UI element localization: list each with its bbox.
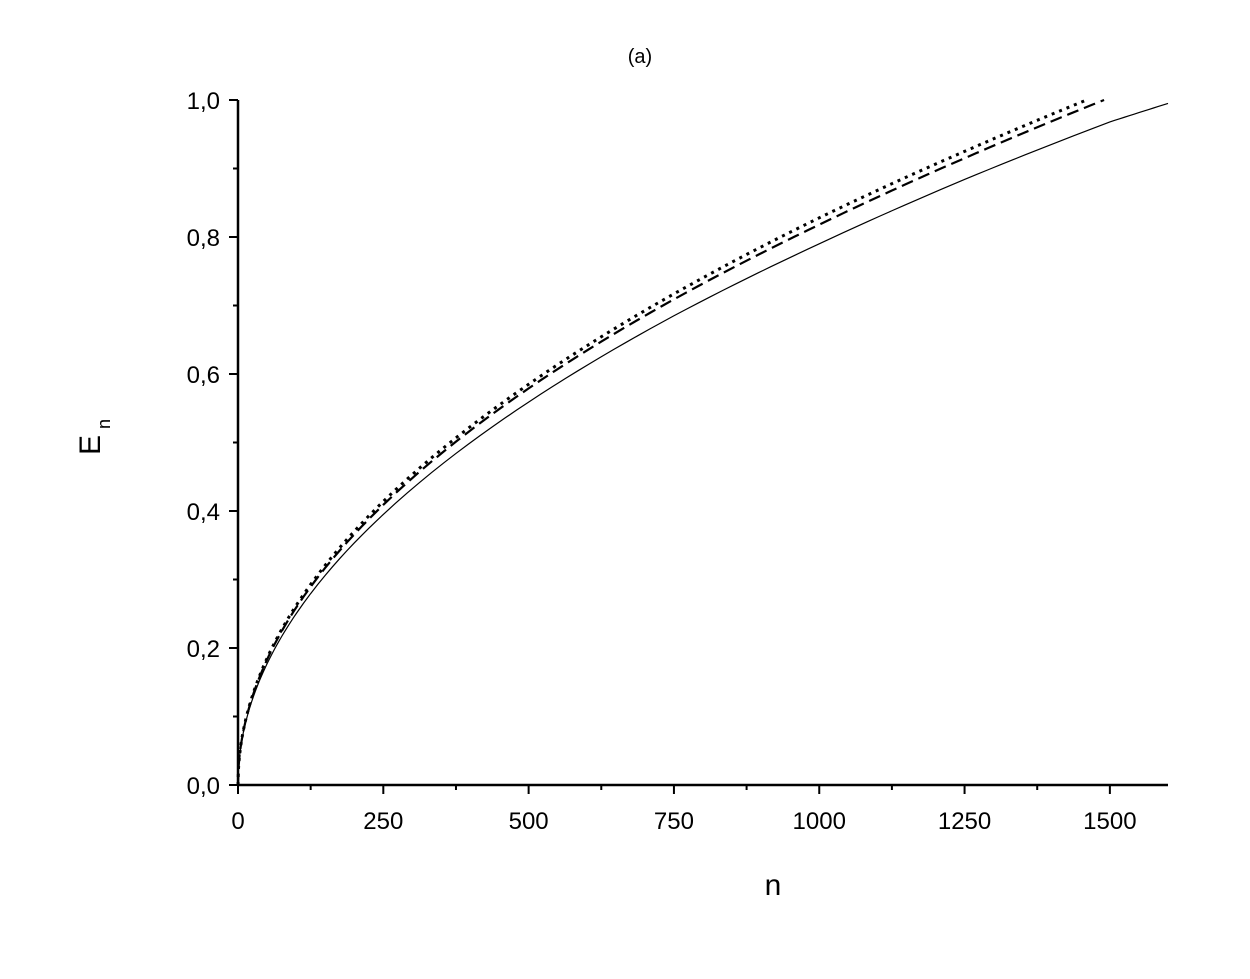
- y-tick-label: 0,4: [187, 499, 220, 526]
- series-dashed-line: [236, 98, 1105, 786]
- x-tick-label: 1000: [793, 808, 846, 835]
- x-tick-label: 1500: [1083, 808, 1136, 835]
- x-tick-label: 500: [509, 808, 549, 835]
- y-ticks: 0,0 0,2 0,4 0,6 0,8 1,0: [187, 88, 238, 800]
- series-dotted-line: [236, 98, 1088, 786]
- y-tick-label: 0,6: [187, 362, 220, 389]
- x-ticks: 0 250 500 750 1000 1250 1500: [231, 785, 1137, 835]
- y-axis-label-subscript: n: [94, 419, 114, 429]
- x-axis-label: n: [765, 869, 782, 902]
- y-tick-label: 0,8: [187, 225, 220, 252]
- y-tick-label: 0,0: [187, 773, 220, 800]
- x-tick-label: 1250: [938, 808, 991, 835]
- y-tick-label: 1,0: [187, 88, 220, 115]
- x-tick-label: 0: [231, 808, 244, 835]
- y-axis-label: E n: [74, 419, 114, 455]
- plot-area: [236, 98, 1169, 786]
- y-axis-label-main: E: [74, 435, 107, 455]
- series-solid-line: [237, 102, 1169, 786]
- x-tick-label: 250: [363, 808, 403, 835]
- x-tick-label: 750: [654, 808, 694, 835]
- chart-title: (a): [628, 46, 652, 68]
- y-tick-label: 0,2: [187, 636, 220, 663]
